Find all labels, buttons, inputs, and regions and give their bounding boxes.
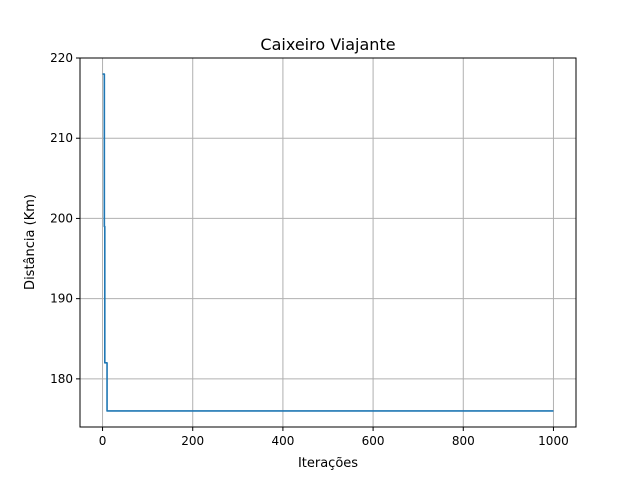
- x-tick-label: 1000: [538, 434, 569, 448]
- x-tick-label: 800: [452, 434, 475, 448]
- axis-ticks: 0 200 400 600 800 1000 180 190 200 210 220: [50, 51, 569, 448]
- x-tick-label: 400: [271, 434, 294, 448]
- series-layer: [102, 73, 554, 412]
- y-tick-label: 220: [50, 51, 73, 65]
- y-axis-label: Distância (Km): [23, 194, 38, 290]
- y-tick-label: 180: [50, 372, 73, 386]
- x-axis-label: Iterações: [298, 456, 358, 471]
- plot-frame: [79, 57, 577, 428]
- series-line: [102, 73, 554, 412]
- x-tick-label: 200: [181, 434, 204, 448]
- x-tick-label: 600: [362, 434, 385, 448]
- x-tick-label: 0: [99, 434, 107, 448]
- y-tick-label: 210: [50, 131, 73, 145]
- y-tick-label: 200: [50, 211, 73, 225]
- y-tick-label: 190: [50, 292, 73, 306]
- chart-title: Caixeiro Viajante: [260, 35, 395, 54]
